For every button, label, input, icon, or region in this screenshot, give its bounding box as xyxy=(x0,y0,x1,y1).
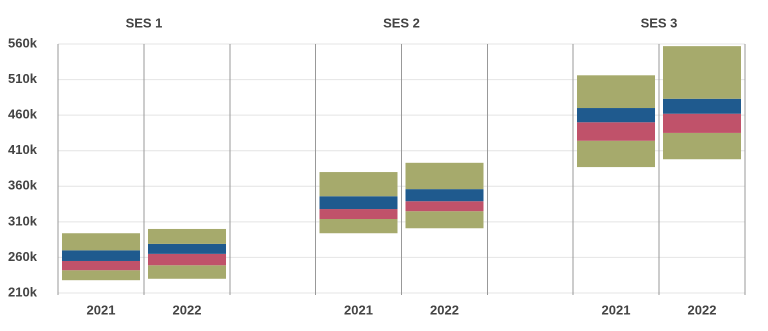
box-upper-range xyxy=(663,46,741,99)
box-lower-half xyxy=(663,113,741,133)
box-upper-half xyxy=(62,250,140,261)
x-tick-label: 2021 xyxy=(87,302,116,317)
box-upper-range xyxy=(62,233,140,251)
y-tick-label: 260k xyxy=(8,249,38,264)
box-upper-half xyxy=(663,98,741,114)
box-upper-range xyxy=(148,228,226,244)
y-tick-label: 360k xyxy=(8,178,38,193)
x-tick-label: 2021 xyxy=(344,302,373,317)
box-lower-half xyxy=(148,253,226,266)
y-tick-label: 310k xyxy=(8,213,38,228)
x-tick-label: 2021 xyxy=(602,302,631,317)
box-upper-range xyxy=(319,172,398,197)
box-lower-range xyxy=(319,219,398,234)
box-lower-range xyxy=(577,140,655,168)
box-lower-range xyxy=(663,132,741,160)
group-label: SES 2 xyxy=(383,15,420,30)
y-tick-label: 560k xyxy=(8,35,38,50)
box-lower-range xyxy=(405,211,484,229)
box-upper-range xyxy=(577,75,655,109)
x-tick-label: 2022 xyxy=(430,302,459,317)
box-upper-half xyxy=(148,243,226,254)
box-lower-half xyxy=(62,260,140,271)
box-lower-range xyxy=(148,265,226,279)
box-lower-range xyxy=(62,270,140,281)
x-tick-label: 2022 xyxy=(688,302,717,317)
group-label: SES 1 xyxy=(126,15,163,30)
box-lower-half xyxy=(405,201,484,212)
box-upper-range xyxy=(405,162,484,190)
box-upper-half xyxy=(577,108,655,123)
y-tick-label: 210k xyxy=(8,284,38,299)
y-tick-label: 410k xyxy=(8,142,38,157)
box-lower-half xyxy=(577,122,655,141)
y-tick-label: 460k xyxy=(8,107,38,122)
group-label: SES 3 xyxy=(641,15,678,30)
x-tick-label: 2022 xyxy=(173,302,202,317)
y-tick-label: 510k xyxy=(8,71,38,86)
box-upper-half xyxy=(405,189,484,202)
box-upper-half xyxy=(319,196,398,210)
box-lower-half xyxy=(319,209,398,220)
